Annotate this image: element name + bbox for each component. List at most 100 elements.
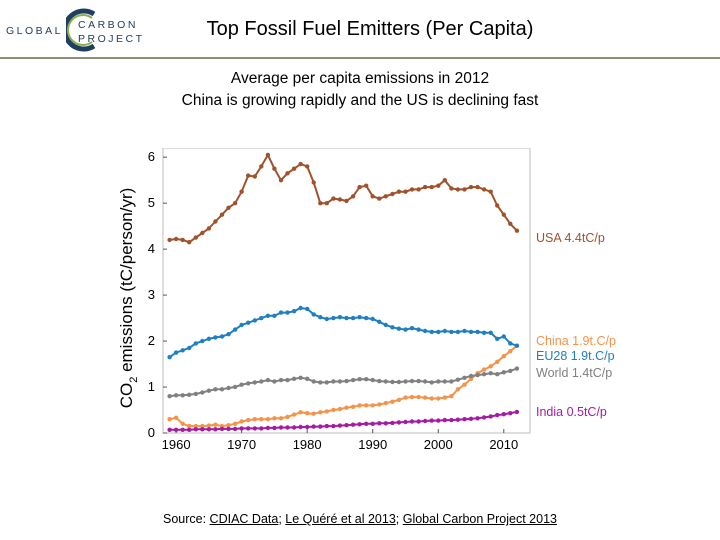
data-point: [291, 309, 297, 314]
data-point: [501, 334, 506, 339]
y-axis-label-subscript: 2: [128, 377, 140, 383]
y-tick-label: 0: [148, 425, 155, 440]
data-point: [357, 184, 362, 190]
data-point: [265, 377, 271, 383]
data-point: [416, 327, 421, 332]
source-prefix: Source:: [162, 512, 210, 526]
data-point: [318, 410, 323, 415]
data-point: [462, 375, 467, 380]
global-carbon-project-link[interactable]: Global Carbon Project 2013: [402, 512, 557, 526]
data-point: [442, 328, 447, 334]
data-point: [305, 424, 310, 430]
data-point: [455, 329, 461, 335]
data-point: [213, 219, 218, 224]
data-point: [495, 412, 500, 418]
data-point: [311, 424, 316, 429]
le-quere-link[interactable]: Le Quéré et al 2013: [285, 512, 396, 526]
data-point: [272, 416, 277, 421]
data-point: [442, 178, 447, 183]
data-point: [259, 417, 264, 422]
data-point: [364, 377, 369, 382]
x-tick-label: 2010: [489, 437, 518, 452]
subtitle-line-2: China is growing rapidly and the US is d…: [181, 92, 539, 109]
data-point: [232, 327, 238, 332]
data-point: [213, 427, 218, 432]
cdiac-data-link[interactable]: CDIAC Data: [209, 512, 279, 526]
data-point: [481, 372, 487, 377]
data-point: [305, 306, 310, 312]
data-point: [285, 377, 290, 383]
data-point: [455, 387, 461, 392]
series-line: [169, 367, 518, 398]
data-point: [455, 417, 461, 422]
data-point: [495, 372, 500, 377]
data-point: [252, 417, 257, 422]
data-point: [475, 416, 480, 421]
data-point: [481, 415, 487, 420]
data-point: [291, 412, 297, 417]
data-point: [449, 329, 454, 335]
data-point: [193, 235, 198, 240]
data-point: [370, 377, 375, 383]
data-point: [278, 310, 284, 315]
data-point: [488, 189, 493, 194]
data-point: [357, 403, 362, 408]
data-point: [226, 205, 231, 210]
y-axis-label-main: CO: [117, 383, 136, 409]
data-point: [364, 403, 369, 408]
data-point: [344, 315, 349, 321]
data-point: [213, 387, 218, 392]
data-point: [173, 393, 179, 398]
data-point: [429, 418, 434, 423]
data-point: [219, 426, 225, 432]
data-point: [187, 427, 192, 432]
data-point: [206, 226, 212, 231]
data-point: [305, 164, 310, 169]
data-point: [422, 418, 428, 424]
data-point: [383, 322, 388, 328]
data-point: [331, 196, 336, 201]
data-point: [337, 379, 343, 384]
data-point: [311, 180, 316, 185]
data-point: [344, 198, 349, 204]
data-point: [514, 228, 520, 233]
data-point: [337, 406, 343, 412]
x-tick-label: 2000: [424, 437, 453, 452]
data-point: [246, 173, 251, 178]
x-tick-label: 1970: [227, 437, 256, 452]
data-point: [495, 336, 500, 341]
data-point: [252, 318, 257, 323]
data-point: [508, 221, 513, 226]
y-tick-label: 3: [148, 287, 155, 302]
data-point: [442, 395, 447, 400]
data-point: [337, 197, 343, 202]
data-point: [285, 425, 290, 430]
data-point: [455, 187, 461, 192]
data-point: [350, 315, 356, 321]
global-carbon-project-logo: GLOBAL CARBON PROJECT: [4, 4, 142, 56]
data-point: [259, 315, 264, 321]
data-point: [180, 348, 185, 353]
data-point: [272, 166, 277, 171]
logo-word-project: PROJECT: [78, 33, 145, 45]
data-point: [370, 316, 375, 322]
data-point: [488, 414, 493, 419]
data-point: [318, 424, 323, 429]
data-point: [331, 423, 336, 429]
data-point: [508, 411, 513, 416]
data-point: [488, 371, 493, 376]
data-point: [449, 186, 454, 191]
data-point: [396, 397, 402, 403]
data-point: [200, 230, 205, 236]
data-point: [475, 329, 480, 335]
data-point: [305, 376, 310, 381]
data-point: [370, 421, 375, 426]
data-point: [246, 426, 251, 431]
data-point: [442, 379, 447, 384]
data-point: [278, 178, 284, 183]
data-point: [193, 341, 198, 346]
data-point: [344, 405, 349, 410]
data-point: [173, 236, 179, 242]
data-point: [206, 423, 212, 428]
data-point: [422, 395, 428, 400]
